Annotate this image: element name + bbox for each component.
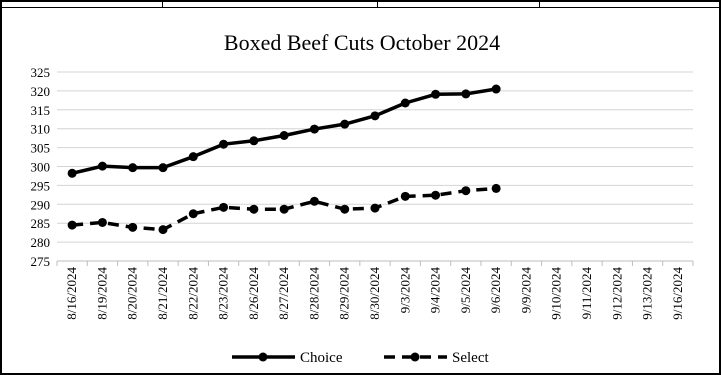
data-point-choice	[279, 131, 289, 141]
data-point-choice	[128, 163, 138, 173]
top-border-strip	[2, 2, 721, 8]
legend-label-select: Select	[452, 350, 489, 366]
x-tick-label: 8/30/2024	[367, 267, 382, 320]
x-tick-label: 8/28/2024	[306, 267, 321, 320]
y-tick-label: 295	[31, 178, 51, 193]
data-point-choice	[431, 89, 441, 99]
data-point-choice	[219, 139, 229, 149]
data-point-select	[461, 186, 471, 196]
data-point-select	[309, 196, 319, 206]
data-point-choice	[340, 119, 350, 129]
x-tick-label: 9/5/2024	[458, 267, 473, 314]
x-tick-label: 8/29/2024	[337, 267, 352, 320]
data-point-select	[67, 220, 77, 230]
data-point-select	[431, 190, 441, 200]
x-tick-label: 8/19/2024	[94, 267, 109, 320]
data-point-select	[188, 209, 198, 219]
data-point-select	[400, 191, 410, 201]
x-tick-label: 9/16/2024	[670, 267, 685, 320]
y-axis-ticks: 275 280 285 290 295 300 305 310 315 320 325	[31, 65, 51, 269]
data-point-select	[219, 202, 229, 212]
x-axis-ticks: 8/16/2024 8/19/2024 8/20/2024 8/21/2024 8/22…	[56, 261, 694, 320]
y-tick-label: 285	[31, 216, 51, 231]
data-point-choice	[309, 124, 319, 134]
data-point-choice	[400, 98, 410, 108]
y-tick-label: 310	[31, 122, 51, 137]
y-tick-label: 325	[31, 65, 51, 80]
data-point-choice	[249, 136, 259, 146]
legend-label-choice: Choice	[300, 350, 343, 366]
x-tick-label: 9/10/2024	[549, 267, 564, 320]
data-point-choice	[67, 168, 77, 178]
x-tick-label: 9/11/2024	[579, 267, 594, 320]
x-tick-label: 8/26/2024	[246, 267, 261, 320]
x-tick-label: 8/21/2024	[155, 267, 170, 320]
x-tick-label: 9/12/2024	[609, 267, 624, 320]
data-point-select	[279, 204, 289, 214]
y-tick-label: 305	[31, 141, 51, 156]
y-tick-label: 275	[31, 254, 51, 269]
y-tick-label: 300	[31, 160, 51, 175]
series-layer	[67, 84, 501, 235]
x-tick-label: 8/27/2024	[276, 267, 291, 320]
data-point-choice	[461, 89, 471, 99]
x-tick-label: 8/23/2024	[216, 267, 231, 320]
data-point-select	[370, 203, 380, 213]
data-point-choice	[491, 84, 501, 94]
x-tick-label: 9/4/2024	[428, 267, 443, 314]
x-tick-label: 9/3/2024	[397, 267, 412, 314]
x-tick-label: 8/20/2024	[125, 267, 140, 320]
data-point-select	[249, 204, 259, 214]
x-tick-label: 8/22/2024	[185, 267, 200, 320]
data-point-choice	[97, 161, 107, 171]
data-point-choice	[158, 163, 168, 173]
data-point-select	[128, 222, 138, 232]
chart-title: Boxed Beef Cuts October 2024	[224, 30, 500, 55]
x-tick-label: 9/9/2024	[518, 267, 533, 314]
gridlines	[57, 71, 693, 262]
x-tick-label: 8/16/2024	[64, 267, 79, 320]
data-point-select	[340, 204, 350, 214]
y-tick-label: 290	[31, 197, 51, 212]
y-tick-label: 315	[31, 103, 51, 118]
legend-marker-select	[410, 352, 420, 362]
y-tick-label: 320	[31, 84, 51, 99]
data-point-select	[491, 183, 501, 193]
data-point-select	[97, 217, 107, 227]
data-point-choice	[188, 152, 198, 162]
x-tick-label: 9/13/2024	[640, 267, 655, 320]
y-tick-label: 280	[31, 235, 51, 250]
data-point-choice	[370, 111, 380, 121]
x-tick-label: 9/6/2024	[488, 267, 503, 314]
data-point-select	[158, 225, 168, 235]
legend-marker-choice	[258, 352, 268, 362]
legend: Choice Select	[232, 350, 489, 366]
